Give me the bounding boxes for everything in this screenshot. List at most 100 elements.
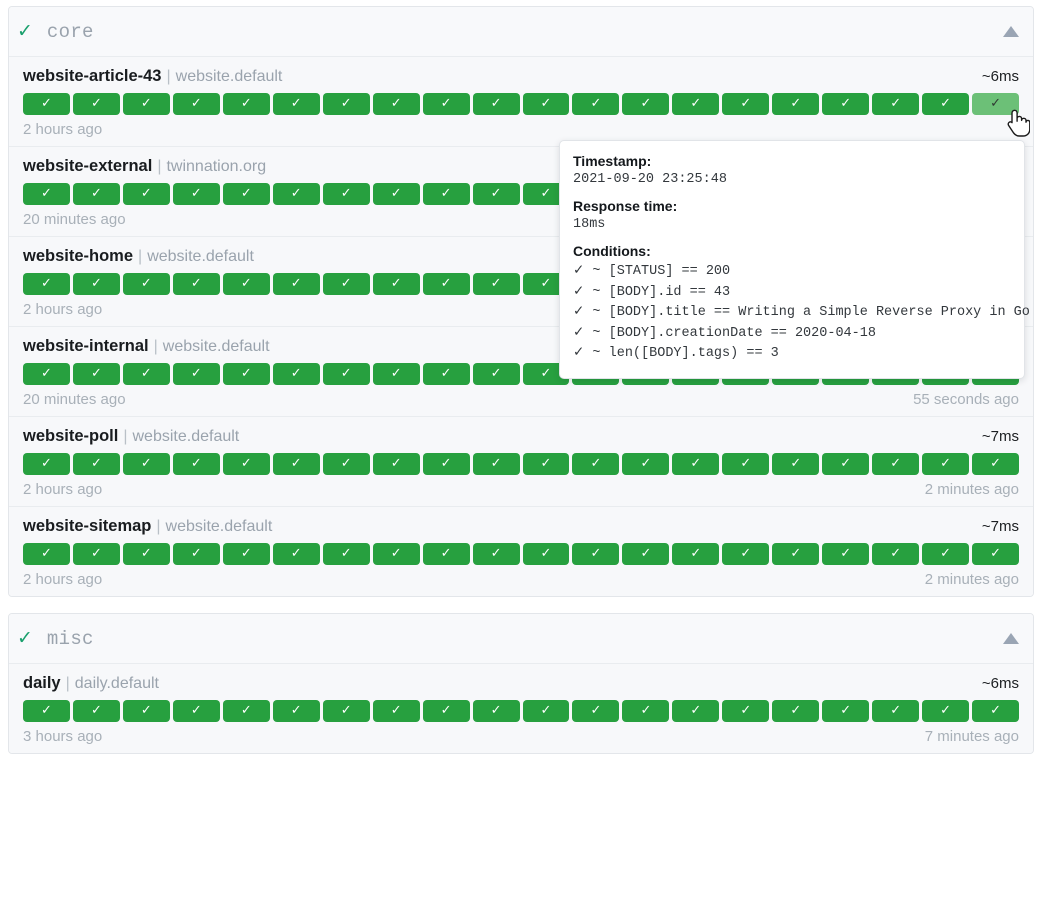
status-cell-success[interactable]: ✓ — [672, 700, 720, 722]
status-cell-success[interactable]: ✓ — [522, 363, 570, 385]
status-cell-success[interactable]: ✓ — [372, 273, 420, 295]
status-cell-success[interactable]: ✓ — [422, 700, 470, 722]
status-cell-success[interactable]: ✓ — [272, 453, 320, 475]
status-cell-success[interactable]: ✓ — [872, 543, 920, 565]
status-cell-success[interactable]: ✓ — [772, 93, 820, 115]
status-cell-success[interactable]: ✓ — [722, 453, 770, 475]
status-cell-success[interactable]: ✓ — [922, 700, 970, 722]
status-cell-success[interactable]: ✓ — [23, 93, 70, 115]
status-cell-success[interactable]: ✓ — [422, 363, 470, 385]
status-cell-success[interactable]: ✓ — [122, 93, 170, 115]
status-cell-success[interactable]: ✓ — [322, 93, 370, 115]
status-cell-success[interactable]: ✓ — [822, 700, 870, 722]
status-cell-success[interactable]: ✓ — [472, 700, 520, 722]
status-cell-success[interactable]: ✓ — [23, 183, 70, 205]
status-cell-success[interactable]: ✓ — [172, 363, 220, 385]
status-cell-success[interactable]: ✓ — [972, 453, 1020, 475]
status-cell-success[interactable]: ✓ — [522, 453, 570, 475]
status-cell-success[interactable]: ✓ — [622, 543, 670, 565]
status-cell-success[interactable]: ✓ — [772, 700, 820, 722]
status-cell-success[interactable]: ✓ — [372, 700, 420, 722]
status-cell-success[interactable]: ✓ — [772, 453, 820, 475]
status-cell-success[interactable]: ✓ — [72, 700, 120, 722]
status-cell-success[interactable]: ✓ — [272, 183, 320, 205]
endpoint-name[interactable]: website-internal — [23, 337, 149, 355]
status-cell-success[interactable]: ✓ — [322, 543, 370, 565]
status-cell-success[interactable]: ✓ — [722, 700, 770, 722]
status-cell-success[interactable]: ✓ — [672, 453, 720, 475]
status-cell-success[interactable]: ✓ — [322, 183, 370, 205]
status-cell-success[interactable]: ✓ — [122, 273, 170, 295]
status-cell-success[interactable]: ✓ — [722, 93, 770, 115]
status-cell-success[interactable]: ✓ — [822, 453, 870, 475]
status-cell-success[interactable]: ✓ — [572, 543, 620, 565]
status-cell-success[interactable]: ✓ — [122, 363, 170, 385]
status-cell-success[interactable]: ✓ — [222, 93, 270, 115]
status-cell-success[interactable]: ✓ — [622, 93, 670, 115]
status-cell-success[interactable]: ✓ — [422, 273, 470, 295]
status-cell-success[interactable]: ✓ — [172, 273, 220, 295]
endpoint-name[interactable]: website-sitemap — [23, 517, 152, 535]
status-cell-success[interactable]: ✓ — [372, 543, 420, 565]
status-cell-success[interactable]: ✓ — [23, 700, 70, 722]
status-cell-success[interactable]: ✓ — [322, 453, 370, 475]
status-cell-success[interactable]: ✓ — [572, 93, 620, 115]
status-cell-success[interactable]: ✓ — [522, 183, 570, 205]
status-cell-success[interactable]: ✓ — [672, 93, 720, 115]
status-cell-success[interactable]: ✓ — [72, 93, 120, 115]
status-cell-success[interactable]: ✓ — [122, 700, 170, 722]
status-cell-success[interactable]: ✓ — [922, 93, 970, 115]
status-cell-success[interactable]: ✓ — [222, 273, 270, 295]
status-cell-success[interactable]: ✓ — [23, 543, 70, 565]
status-cell-success[interactable]: ✓ — [972, 700, 1020, 722]
status-cell-success[interactable]: ✓ — [872, 700, 920, 722]
status-cell-success[interactable]: ✓ — [272, 700, 320, 722]
status-cell-success[interactable]: ✓ — [23, 363, 70, 385]
status-cell-success[interactable]: ✓ — [222, 543, 270, 565]
status-cell-success[interactable]: ✓ — [72, 183, 120, 205]
status-cell-success[interactable]: ✓ — [172, 700, 220, 722]
status-cell-success[interactable]: ✓ — [472, 183, 520, 205]
status-cell-success[interactable]: ✓ — [322, 273, 370, 295]
status-cell-success[interactable]: ✓ — [272, 363, 320, 385]
status-cell-success[interactable]: ✓ — [422, 453, 470, 475]
status-cell-success[interactable]: ✓ — [222, 363, 270, 385]
status-cell-success[interactable]: ✓ — [472, 93, 520, 115]
status-cell-success[interactable]: ✓ — [522, 700, 570, 722]
status-cell-success[interactable]: ✓ — [272, 93, 320, 115]
endpoint-name[interactable]: website-home — [23, 247, 134, 265]
status-cell-success[interactable]: ✓ — [822, 93, 870, 115]
status-cell-success[interactable]: ✓ — [222, 183, 270, 205]
status-cell-success[interactable]: ✓ — [372, 453, 420, 475]
status-cell-success[interactable]: ✓ — [922, 543, 970, 565]
status-cell-success[interactable]: ✓ — [322, 363, 370, 385]
status-cell-success[interactable]: ✓ — [522, 273, 570, 295]
status-cell-success[interactable]: ✓ — [622, 453, 670, 475]
status-cell-success[interactable]: ✓ — [472, 453, 520, 475]
group-header[interactable]: ✓ core — [9, 7, 1033, 57]
status-cell-success[interactable]: ✓ — [972, 93, 1020, 115]
status-cell-success[interactable]: ✓ — [372, 93, 420, 115]
status-cell-success[interactable]: ✓ — [222, 453, 270, 475]
status-cell-success[interactable]: ✓ — [122, 183, 170, 205]
status-cell-success[interactable]: ✓ — [722, 543, 770, 565]
endpoint-name[interactable]: website-external — [23, 157, 153, 175]
status-cell-success[interactable]: ✓ — [122, 543, 170, 565]
status-cell-success[interactable]: ✓ — [23, 273, 70, 295]
status-cell-success[interactable]: ✓ — [222, 700, 270, 722]
status-cell-success[interactable]: ✓ — [72, 453, 120, 475]
status-cell-success[interactable]: ✓ — [772, 543, 820, 565]
status-cell-success[interactable]: ✓ — [472, 543, 520, 565]
status-cell-success[interactable]: ✓ — [472, 363, 520, 385]
status-cell-success[interactable]: ✓ — [372, 363, 420, 385]
endpoint-name[interactable]: website-article-43 — [23, 67, 162, 85]
endpoint-name[interactable]: website-poll — [23, 427, 119, 445]
triangle-up-icon[interactable] — [1003, 26, 1019, 37]
status-cell-success[interactable]: ✓ — [422, 93, 470, 115]
status-cell-success[interactable]: ✓ — [372, 183, 420, 205]
status-cell-success[interactable]: ✓ — [422, 183, 470, 205]
status-cell-success[interactable]: ✓ — [172, 183, 220, 205]
status-cell-success[interactable]: ✓ — [172, 453, 220, 475]
status-cell-success[interactable]: ✓ — [72, 273, 120, 295]
status-cell-success[interactable]: ✓ — [622, 700, 670, 722]
